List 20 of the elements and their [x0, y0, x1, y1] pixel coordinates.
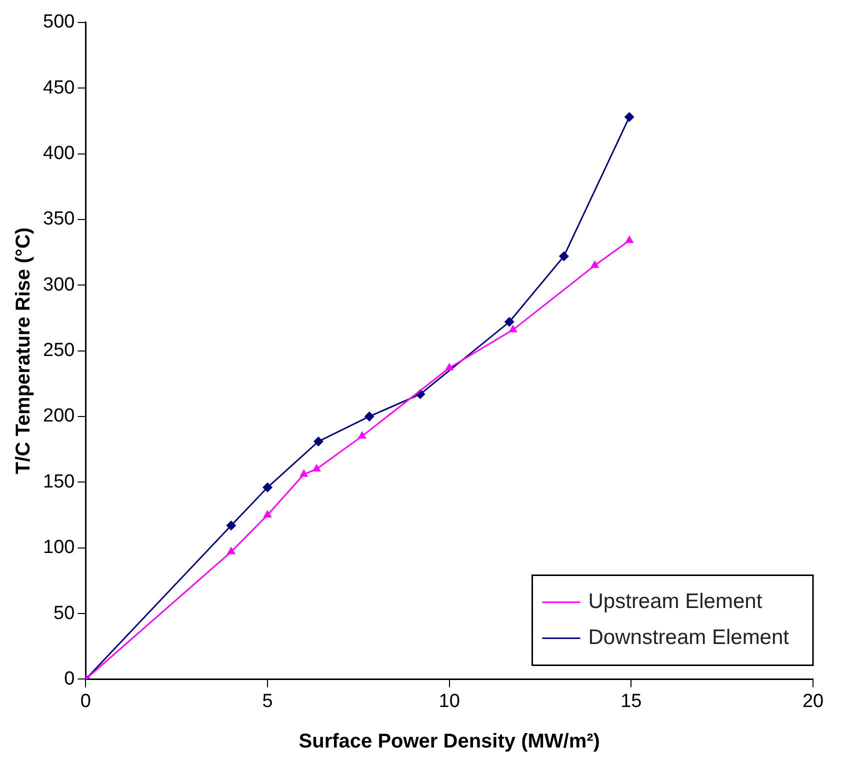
y-tick-label: 450	[43, 77, 75, 98]
x-tick-label: 20	[802, 690, 824, 712]
y-tick-label: 400	[43, 142, 75, 164]
y-tick-label: 0	[64, 668, 75, 690]
x-tick-label: 15	[620, 690, 642, 712]
x-axis-title: Surface Power Density (MW/m²)	[298, 730, 600, 753]
y-tick-label: 100	[43, 537, 75, 558]
x-tick-label: 10	[438, 690, 460, 712]
legend-label: Downstream Element	[588, 626, 790, 649]
x-tick-label: 0	[80, 690, 91, 712]
y-tick-label: 150	[43, 471, 75, 492]
y-axis-title: T/C Temperature Rise (°C)	[12, 228, 35, 474]
y-tick-label: 300	[43, 274, 75, 296]
y-tick-label: 50	[54, 602, 75, 624]
y-tick-label: 500	[43, 12, 75, 33]
y-tick-label: 350	[43, 208, 75, 230]
y-tick-label: 250	[43, 340, 75, 362]
y-tick-label: 200	[43, 406, 75, 427]
legend-label: Upstream Element	[588, 590, 762, 613]
x-tick-label: 5	[262, 690, 273, 712]
